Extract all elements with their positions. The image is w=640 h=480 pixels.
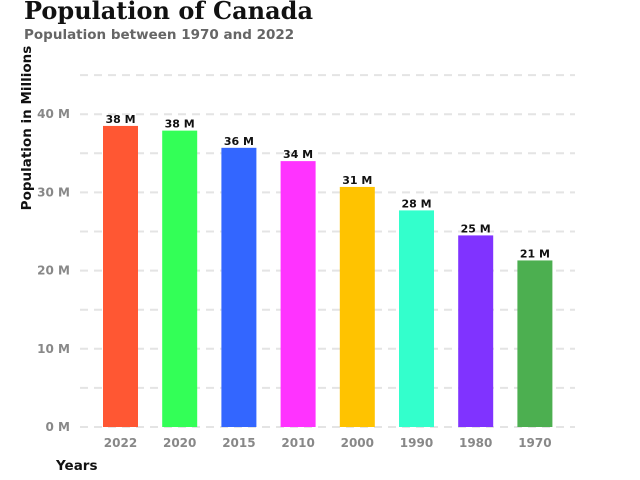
x-tick-label: 2022: [104, 436, 137, 450]
bar-2022: [103, 125, 138, 428]
y-tick-label: 10 M: [37, 342, 70, 356]
bar-2015: [221, 147, 257, 428]
grid: [80, 74, 575, 428]
bar-value-label: 38 M: [165, 118, 195, 131]
x-tick-label: 2010: [281, 436, 314, 450]
x-tick-label: 2020: [163, 436, 196, 450]
y-axis-ticks: 0 M 10 M 20 M 30 M 40 M: [37, 107, 70, 434]
bar-value-label: 36 M: [224, 135, 254, 148]
x-tick-label: 1990: [400, 436, 433, 450]
bar-2010: [280, 161, 316, 427]
x-tick-label: 1980: [459, 436, 492, 450]
bar-2000: [339, 186, 375, 427]
bar-1970: [517, 260, 553, 427]
x-axis-title: Years: [55, 458, 98, 474]
x-tick-label: 2015: [222, 436, 255, 450]
chart-subtitle: Population between 1970 and 2022: [24, 27, 295, 43]
bar-value-label: 31 M: [342, 174, 372, 187]
bars: 38 M 38 M 36 M 34 M 31 M 28 M 25 M 21 M: [103, 113, 553, 428]
x-tick-label: 2000: [341, 436, 374, 450]
bar-value-label: 34 M: [283, 148, 313, 161]
y-tick-label: 20 M: [37, 264, 70, 278]
bar-1990: [399, 210, 434, 427]
x-tick-label: 1970: [518, 436, 551, 450]
y-tick-label: 40 M: [37, 107, 70, 121]
bar-value-label: 21 M: [520, 247, 550, 260]
x-axis-ticks: 2022 2020 2015 2010 2000 1990 1980 1970: [104, 436, 552, 450]
bar-value-label: 28 M: [401, 197, 431, 210]
chart-title: Population of Canada: [24, 0, 313, 25]
bar-2020: [162, 130, 198, 427]
y-axis-title: Population in Millions: [19, 46, 35, 211]
bar-value-label: 38 M: [105, 113, 135, 126]
y-tick-label: 30 M: [37, 185, 70, 199]
bar-1980: [458, 235, 494, 427]
y-tick-label: 0 M: [46, 420, 70, 434]
bar-value-label: 25 M: [461, 222, 491, 235]
